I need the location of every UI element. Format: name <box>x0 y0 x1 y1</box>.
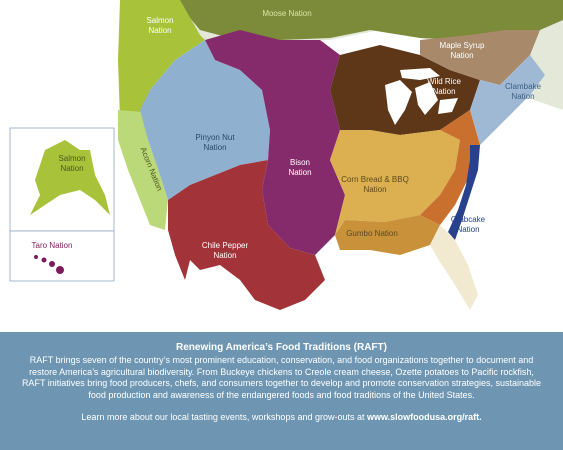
label-chile-1: Chile Pepper <box>202 241 249 250</box>
label-pinyon-2: Nation <box>203 143 226 152</box>
label-wildrice-2: Nation <box>432 87 455 96</box>
label-taro: Taro Nation <box>32 241 73 250</box>
raft-info-panel: Renewing America’s Food Traditions (RAFT… <box>0 332 563 450</box>
region-moose <box>175 0 563 40</box>
hawaii-island <box>56 266 64 274</box>
raft-url-link[interactable]: www.slowfoodusa.org/raft. <box>367 412 482 422</box>
raft-title: Renewing America’s Food Traditions (RAFT… <box>176 342 387 353</box>
region-crabcake <box>448 145 480 240</box>
raft-description: RAFT brings seven of the country’s most … <box>21 355 542 400</box>
label-chile-2: Nation <box>213 251 236 260</box>
hawaii-island <box>49 261 55 267</box>
region-bison <box>205 30 345 255</box>
label-maple-2: Nation <box>450 51 473 60</box>
label-clambake-1: Clambake <box>505 82 542 91</box>
hawaii-inset <box>9 230 115 282</box>
region-cornbread <box>330 130 460 235</box>
label-salmon-ak-1: Salmon <box>58 154 85 163</box>
label-bison-2: Nation <box>288 168 311 177</box>
hawaii-island <box>41 257 47 263</box>
region-gumbo <box>335 215 440 255</box>
great-lakes <box>385 68 458 125</box>
hawaii-island <box>34 255 38 259</box>
region-chile <box>168 160 325 310</box>
region-acorn <box>118 110 168 230</box>
label-crabcake-1: Crabcake <box>451 215 486 224</box>
label-clambake-2: Nation <box>511 92 534 101</box>
label-pinyon-1: Pinyon Nut <box>195 133 235 142</box>
label-salmon-pnw-2: Nation <box>148 26 171 35</box>
raft-link-prefix: Learn more about our local tasting event… <box>81 412 367 422</box>
label-crabcake-2: Nation <box>456 225 479 234</box>
label-maple-1: Maple Syrup <box>440 41 485 50</box>
raft-link-line: Learn more about our local tasting event… <box>18 411 545 423</box>
region-salmon-pnw <box>118 0 205 120</box>
region-clambake <box>470 55 545 145</box>
region-appalachia <box>420 110 480 225</box>
region-salmon-ak <box>30 140 110 215</box>
label-gumbo: Gumbo Nation <box>346 229 398 238</box>
food-nations-map: Moose Nation Salmon Nation Salmon Nation… <box>9 0 563 310</box>
label-moose: Moose Nation <box>262 9 311 18</box>
label-bison-1: Bison <box>290 158 310 167</box>
label-salmon-pnw-1: Salmon <box>146 16 173 25</box>
label-cornbread-2: Nation <box>363 185 386 194</box>
label-wildrice-1: Wild Rice <box>427 77 461 86</box>
region-maple <box>420 30 540 85</box>
label-cornbread-1: Corn Bread & BBQ <box>341 175 409 184</box>
label-salmon-ak-2: Nation <box>60 164 83 173</box>
region-pinyon <box>140 40 270 200</box>
region-florida <box>430 225 478 310</box>
